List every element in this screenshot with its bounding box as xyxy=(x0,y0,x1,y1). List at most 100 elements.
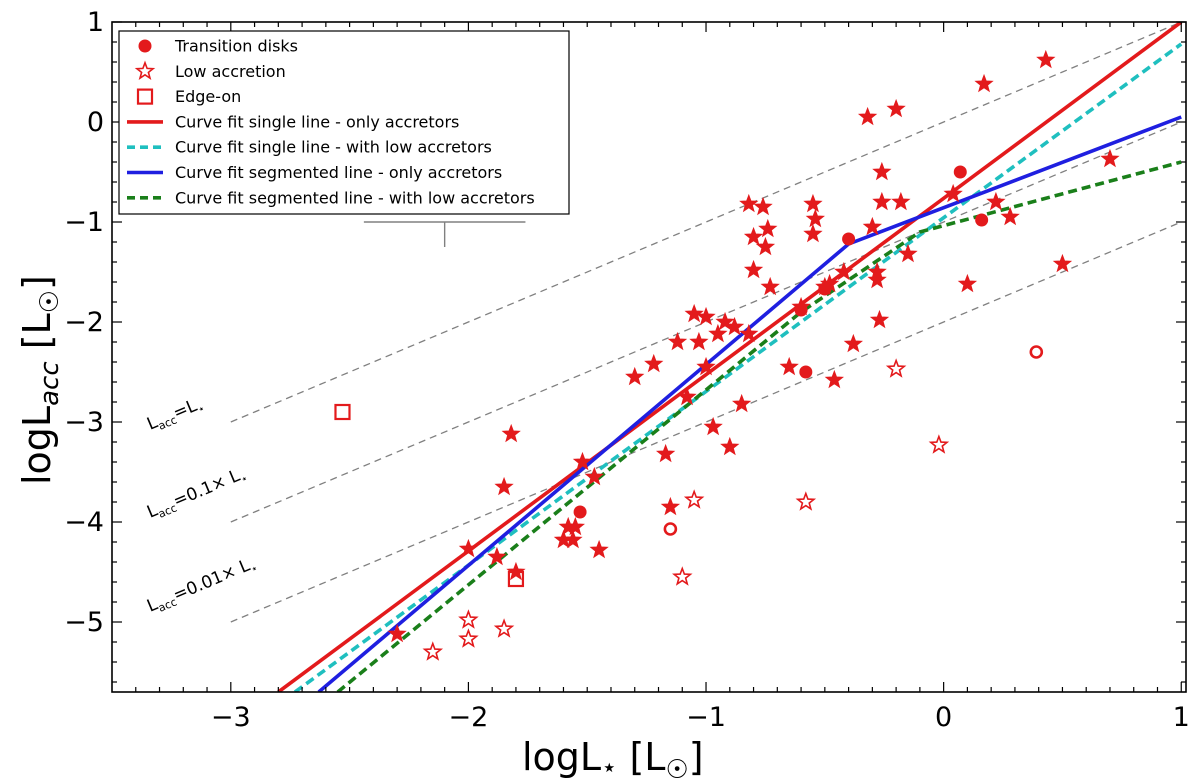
accretor-point xyxy=(563,529,583,549)
plot-frame xyxy=(111,21,1187,693)
accretor-point xyxy=(803,223,823,243)
y-tick-label: −2 xyxy=(64,307,104,338)
edge-on-point xyxy=(507,570,525,588)
accretor-point xyxy=(739,323,759,343)
accretor-point xyxy=(943,183,963,203)
accretor-point xyxy=(974,73,994,93)
accretor-point xyxy=(872,191,892,211)
accretor-point xyxy=(565,516,585,536)
accretor-point xyxy=(824,369,844,389)
error-bar xyxy=(363,221,526,247)
x-tick-label: 1 xyxy=(1173,702,1190,733)
x-tick-label: −3 xyxy=(211,702,251,733)
legend-marker-low-accretion xyxy=(134,60,156,81)
fit_single_low-line xyxy=(293,42,1183,692)
accretor-point xyxy=(758,218,778,238)
accretor-point xyxy=(458,538,479,558)
ref-label-star: ⋆ xyxy=(196,402,207,417)
accretor-point xyxy=(584,466,604,486)
axis-ticks: −3 −2 −1 0 1 −5 −4 −3 −2 −1 0 1 xyxy=(64,7,1190,733)
accretor-point xyxy=(803,193,823,213)
transition-disk-point xyxy=(794,303,808,317)
accretor-point xyxy=(857,106,878,126)
accretor-point xyxy=(724,316,745,336)
ref-label-rest: =0.1× L xyxy=(170,466,243,512)
accretor-point xyxy=(660,496,681,516)
accretor-point xyxy=(1052,253,1073,273)
accretor-point xyxy=(689,331,709,351)
y-axis-title: logLacc [L☉] xyxy=(15,275,65,485)
accretor-point xyxy=(1036,49,1056,69)
accretor-point xyxy=(1100,148,1120,168)
ref-1-line xyxy=(230,22,1182,423)
y-tick-label: −1 xyxy=(64,207,104,238)
accretor-point xyxy=(872,161,892,181)
transition-disk-open-point xyxy=(1029,345,1044,359)
accretor-point xyxy=(843,333,863,353)
y-tick-label: −5 xyxy=(64,607,104,638)
low-accretion-point xyxy=(795,491,817,511)
accretor-point xyxy=(720,436,740,456)
y-tick-label: −3 xyxy=(64,407,104,438)
accretor-point xyxy=(886,98,906,118)
low-accretion-point xyxy=(493,618,515,638)
fit_single_accretors-line xyxy=(277,22,1183,692)
x-axis-title: logL⋆ [L☉] xyxy=(522,735,704,784)
accretor-point xyxy=(677,386,697,406)
transition-disk-open-point xyxy=(663,522,678,536)
ref-label-star: ⋆ xyxy=(249,561,260,576)
legend-label: Low accretion xyxy=(175,62,286,81)
accretor-point xyxy=(739,193,759,213)
y-tick-label: 1 xyxy=(87,7,104,38)
low-accretion-point xyxy=(885,358,907,378)
ref-label-star: ⋆ xyxy=(239,471,250,486)
y-tick-label: 0 xyxy=(87,107,104,138)
transition-disk-point xyxy=(975,213,989,227)
accretor-point xyxy=(487,546,507,566)
legend-box xyxy=(118,30,570,215)
low-accretion-point xyxy=(683,489,705,509)
accretor-point xyxy=(957,273,978,293)
accretor-point xyxy=(387,623,407,643)
fit_segmented_low-line xyxy=(336,160,1182,692)
accretor-point xyxy=(760,276,780,296)
ref-label-rest: =0.01× L xyxy=(170,555,253,605)
transition-disk-point xyxy=(573,505,587,519)
data-points xyxy=(334,49,1120,661)
reference-lines xyxy=(230,22,1182,623)
accretor-point xyxy=(732,393,752,413)
low-accretion-point xyxy=(458,628,479,648)
legend-marker-edge-on xyxy=(136,88,154,105)
low-accretion-point xyxy=(458,609,479,629)
transition-disk-point xyxy=(953,165,967,179)
legend-label: Edge-on xyxy=(175,87,241,106)
legend-label: Curve fit single line - only accretors xyxy=(175,112,459,131)
accretor-point xyxy=(834,261,854,281)
accretor-point xyxy=(696,306,716,326)
legend-label: Curve fit segmented line - only accretor… xyxy=(175,163,502,182)
ref-001-line xyxy=(230,221,1182,623)
transition-disk-point xyxy=(799,365,813,379)
accretor-point xyxy=(743,259,764,279)
legend-label: Curve fit segmented line - with low accr… xyxy=(175,188,535,207)
accretor-point xyxy=(715,311,735,331)
accretor-point xyxy=(755,236,776,256)
ref-001-label: Lacc=0.01× L⋆ xyxy=(144,553,260,618)
ref-01-label: Lacc=0.1× L⋆ xyxy=(144,463,250,524)
accretor-point xyxy=(779,356,799,376)
accretor-point xyxy=(703,416,723,436)
accretor-point xyxy=(667,331,688,351)
low-accretion-point xyxy=(422,641,444,661)
accretor-point xyxy=(708,323,728,343)
transition-disk-point xyxy=(818,282,832,296)
accretor-point xyxy=(805,208,825,228)
accretor-point xyxy=(862,216,882,236)
accretor-point xyxy=(684,303,704,323)
accretor-point xyxy=(869,309,890,329)
legend-label: Curve fit single line - with low accreto… xyxy=(175,138,492,157)
legend-label: Transition disks xyxy=(174,37,298,56)
low-accretion-point xyxy=(928,434,950,454)
y-tick-label: −4 xyxy=(64,507,104,538)
accretor-point xyxy=(501,423,521,443)
edge-on-point xyxy=(334,403,351,421)
